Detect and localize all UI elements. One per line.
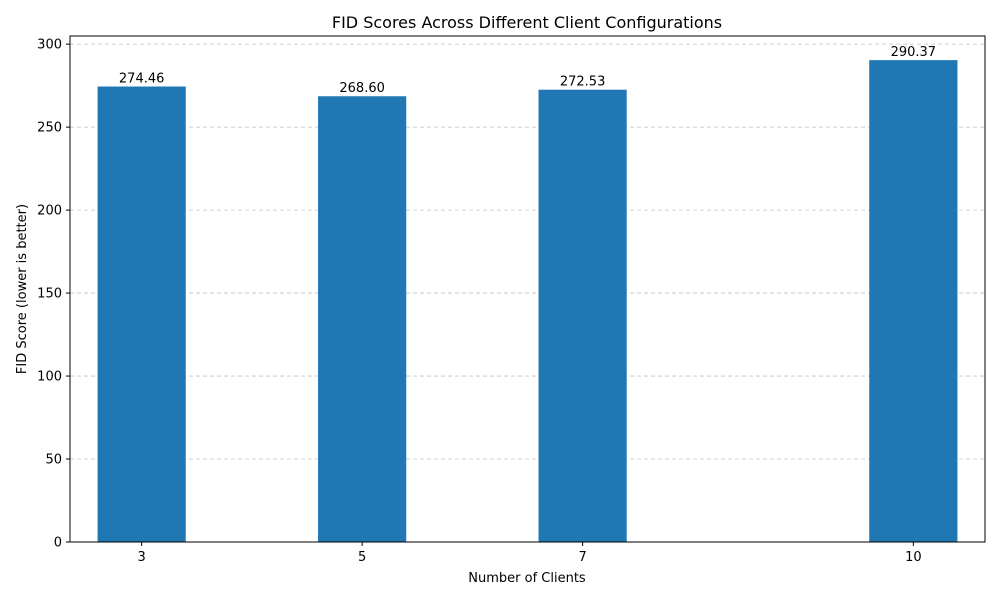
bar-value-label-10: 290.37 <box>891 45 937 60</box>
bar-10 <box>869 60 958 543</box>
y-tick-label: 150 <box>37 287 62 302</box>
y-tick-label: 300 <box>37 38 62 53</box>
bar-3 <box>97 86 186 542</box>
bar-value-label-3: 274.46 <box>119 72 165 87</box>
plot-frame <box>69 35 986 543</box>
x-tick-label: 5 <box>358 550 366 565</box>
x-tick-label: 10 <box>905 550 922 565</box>
y-axis-title: FID Score (lower is better) <box>15 204 30 374</box>
grid-layer <box>70 43 985 543</box>
y-tick-label: 250 <box>37 121 62 136</box>
label-layer: 274.46 268.60 272.53 290.37 <box>119 45 936 96</box>
x-tick-label: 3 <box>138 550 146 565</box>
y-tick-label: 200 <box>37 204 62 219</box>
x-tick-label: 7 <box>578 550 586 565</box>
bar-7 <box>538 89 627 542</box>
y-tick-label: 100 <box>37 370 62 385</box>
y-tick-label: 50 <box>45 453 62 468</box>
x-axis-title: Number of Clients <box>468 571 586 586</box>
bar-value-label-7: 272.53 <box>560 75 606 90</box>
axis-layer: 0 50 100 150 200 250 300 3 5 7 10 <box>37 35 986 565</box>
chart-title: FID Scores Across Different Client Confi… <box>332 13 722 32</box>
bar-value-label-5: 268.60 <box>339 81 385 96</box>
y-tick-label: 0 <box>54 536 62 551</box>
bar-layer <box>97 60 958 543</box>
bar-5 <box>318 96 407 542</box>
